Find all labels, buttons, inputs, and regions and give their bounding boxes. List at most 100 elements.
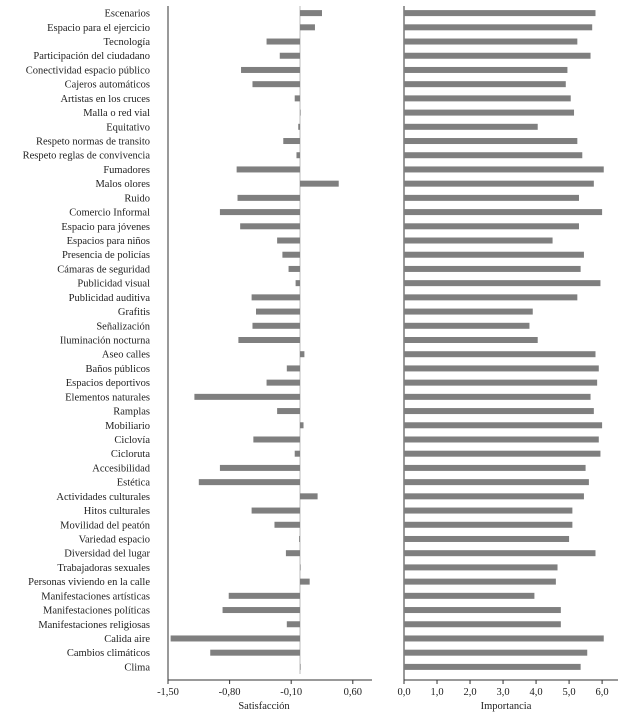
importance-bar — [404, 365, 599, 372]
importance-bar — [404, 649, 588, 656]
importance-bar — [404, 621, 561, 628]
category-label: Estética — [117, 478, 151, 489]
satisfaction-bar — [251, 294, 300, 301]
satisfaction-tick-label: -1,50 — [157, 687, 179, 698]
satisfaction-bar — [300, 663, 301, 670]
satisfaction-bar — [240, 223, 300, 230]
importance-bar — [404, 393, 591, 400]
importance-bar — [404, 308, 533, 315]
importance-bar — [404, 265, 581, 272]
category-label: Aseo calles — [102, 350, 150, 361]
category-label: Ciclovía — [114, 435, 150, 446]
satisfaction-bar — [300, 422, 304, 429]
satisfaction-bar — [238, 337, 300, 343]
satisfaction-bar — [295, 280, 300, 287]
satisfaction-bar — [256, 308, 300, 315]
importance-bar — [404, 38, 578, 45]
satisfaction-bar — [279, 52, 300, 59]
satisfaction-bar — [274, 521, 300, 528]
importance-bar — [404, 635, 604, 642]
importance-bar — [404, 223, 579, 230]
importance-bar — [404, 152, 583, 159]
category-label: Baños públicos — [86, 364, 150, 375]
satisfaction-bar — [210, 649, 300, 656]
satisfaction-bar — [282, 251, 300, 258]
category-label: Espacios deportivos — [66, 378, 150, 389]
satisfaction-tick-label: -0,10 — [280, 687, 302, 698]
importance-tick-label: 5,0 — [563, 687, 576, 698]
satisfaction-tick-label: 0,60 — [344, 687, 362, 698]
satisfaction-bar — [294, 95, 300, 102]
importance-tick-label: 2,0 — [463, 687, 476, 698]
category-label: Cambios climáticos — [67, 648, 150, 659]
importance-tick-label: 4,0 — [529, 687, 542, 698]
category-label: Hitos culturales — [84, 506, 150, 517]
category-label: Accesibilidad — [92, 463, 150, 474]
importance-bar — [404, 535, 570, 542]
satisfaction-bar — [251, 507, 300, 514]
importance-bar — [404, 550, 596, 557]
satisfaction-bar — [300, 180, 339, 187]
importance-bar — [404, 166, 604, 173]
importance-bar — [404, 351, 596, 358]
importance-bar — [404, 592, 535, 599]
satisfaction-bar — [241, 66, 300, 73]
importance-bar — [404, 607, 561, 614]
satisfaction-bar — [198, 479, 300, 486]
satisfaction-bar — [300, 578, 310, 585]
importance-tick-label: 0,0 — [397, 687, 410, 698]
importance-bar — [404, 95, 571, 102]
satisfaction-tick-label: -0,80 — [219, 687, 241, 698]
category-label: Manifestaciones religiosas — [38, 620, 150, 631]
importance-bar — [404, 322, 530, 329]
satisfaction-bar — [286, 365, 300, 372]
satisfaction-panel: -1,50 -0,80 -0,10 0,60 — [157, 6, 372, 698]
importance-bar — [404, 493, 584, 500]
category-label: Publicidad visual — [77, 279, 150, 290]
importance-bar — [404, 52, 591, 59]
satisfaction-bar — [288, 265, 300, 272]
satisfaction-bar — [300, 24, 315, 31]
satisfaction-bar — [266, 379, 300, 386]
importance-bar — [404, 379, 598, 386]
satisfaction-bar — [170, 635, 300, 642]
category-label: Participación del ciudadano — [33, 51, 150, 62]
category-label: Respeto normas de transito — [36, 137, 150, 148]
satisfaction-bar — [253, 436, 300, 443]
category-label: Fumadores — [103, 165, 150, 176]
category-label: Cajeros automáticos — [65, 80, 150, 91]
category-label: Grafitis — [118, 307, 150, 318]
importance-bar — [404, 450, 601, 457]
category-label: Equitativo — [106, 122, 150, 133]
category-label: Ruido — [124, 193, 150, 204]
satisfaction-bar — [300, 564, 301, 571]
category-label: Calida aire — [104, 634, 150, 645]
satisfaction-bar — [298, 123, 300, 130]
satisfaction-bar — [300, 10, 322, 17]
category-label: Personas viviendo en la calle — [28, 577, 150, 588]
importance-bar — [404, 507, 573, 514]
satisfaction-bar — [252, 81, 300, 88]
importance-bar — [404, 66, 568, 73]
importance-bar — [404, 408, 594, 415]
category-label: Iluminación nocturna — [60, 336, 150, 347]
category-label: Movilidad del peatón — [60, 520, 151, 531]
category-label: Tecnología — [104, 37, 151, 48]
importance-bar — [404, 436, 599, 443]
importance-bar — [404, 81, 566, 88]
importance-bar — [404, 337, 538, 343]
importance-bar — [404, 479, 589, 486]
satisfaction-bar — [219, 209, 300, 216]
importance-bar — [404, 24, 593, 31]
category-label: Espacio para jóvenes — [61, 222, 150, 233]
category-label: Espacios para niños — [67, 236, 150, 247]
satisfaction-bar — [300, 351, 305, 358]
category-label: Presencia de policías — [62, 250, 150, 261]
importance-bar — [404, 422, 603, 429]
importance-bar — [404, 521, 573, 528]
category-label: Cicloruta — [111, 449, 150, 460]
satisfaction-bar — [299, 535, 300, 542]
importance-bar — [404, 109, 575, 116]
category-label: Señalización — [96, 321, 150, 332]
satisfaction-bar — [286, 621, 300, 628]
